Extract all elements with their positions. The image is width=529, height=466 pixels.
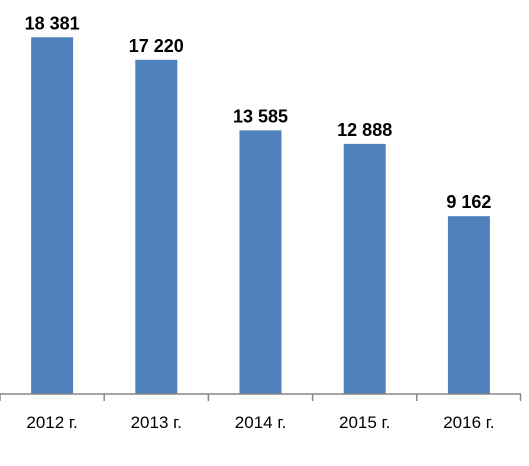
bar-1: [135, 59, 178, 394]
data-label-3: 12 888: [337, 120, 392, 140]
x-tick-label-1: 2013 г.: [131, 413, 182, 432]
x-tick-label-0: 2012 г.: [26, 413, 77, 432]
data-label-2: 13 585: [233, 106, 288, 126]
x-tick-label-2: 2014 г.: [235, 413, 286, 432]
data-label-4: 9 162: [446, 192, 491, 212]
data-labels-group: 18 381 17 220 13 585 12 888 9 162: [25, 13, 492, 212]
bar-2: [239, 130, 282, 394]
data-label-1: 17 220: [129, 36, 184, 56]
bars-group: [31, 37, 490, 394]
bar-4: [447, 216, 490, 394]
bar-0: [31, 37, 74, 394]
x-tick-label-3: 2015 г.: [339, 413, 390, 432]
x-axis-ticks: [0, 394, 522, 401]
data-label-0: 18 381: [25, 13, 80, 33]
x-axis-tick-labels: 2012 г. 2013 г. 2014 г. 2015 г. 2016 г.: [26, 413, 494, 432]
x-tick-label-4: 2016 г.: [443, 413, 494, 432]
bar-3: [343, 143, 386, 394]
